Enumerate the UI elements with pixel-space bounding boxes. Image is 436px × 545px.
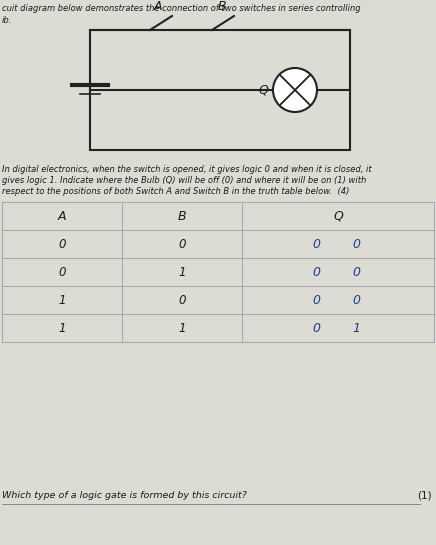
Text: 0: 0 (312, 294, 320, 306)
Text: (1): (1) (417, 490, 432, 500)
Text: B: B (178, 209, 186, 222)
Text: 1: 1 (352, 322, 360, 335)
Text: B: B (218, 0, 226, 13)
Text: ib.: ib. (2, 16, 12, 25)
Text: Which type of a logic gate is formed by this circuit?: Which type of a logic gate is formed by … (2, 491, 247, 500)
Text: Q: Q (333, 209, 343, 222)
Text: 0: 0 (352, 265, 360, 278)
Text: 0: 0 (312, 322, 320, 335)
Text: 1: 1 (58, 294, 66, 306)
Text: 0: 0 (352, 238, 360, 251)
Text: cuit diagram below demonstrates the connection of two switches in series control: cuit diagram below demonstrates the conn… (2, 4, 361, 13)
Text: 0: 0 (312, 265, 320, 278)
Circle shape (273, 68, 317, 112)
Text: 0: 0 (58, 238, 66, 251)
Text: 0: 0 (352, 294, 360, 306)
Text: respect to the positions of both Switch A and Switch B in the truth table below.: respect to the positions of both Switch … (2, 187, 349, 196)
Text: 0: 0 (178, 294, 186, 306)
Text: 0: 0 (312, 238, 320, 251)
Text: In digital electronics, when the switch is opened, it gives logic 0 and when it : In digital electronics, when the switch … (2, 165, 371, 174)
Text: 0: 0 (178, 238, 186, 251)
Text: Q: Q (258, 83, 268, 96)
Text: 1: 1 (58, 322, 66, 335)
Text: gives logic 1. Indicate where the Bulb (Q) will be off (0) and where it will be : gives logic 1. Indicate where the Bulb (… (2, 176, 366, 185)
Text: 1: 1 (178, 322, 186, 335)
Bar (90, 30, 350, 150)
Text: 1: 1 (178, 265, 186, 278)
Text: 0: 0 (58, 265, 66, 278)
Text: A: A (154, 0, 162, 13)
Text: A: A (58, 209, 66, 222)
